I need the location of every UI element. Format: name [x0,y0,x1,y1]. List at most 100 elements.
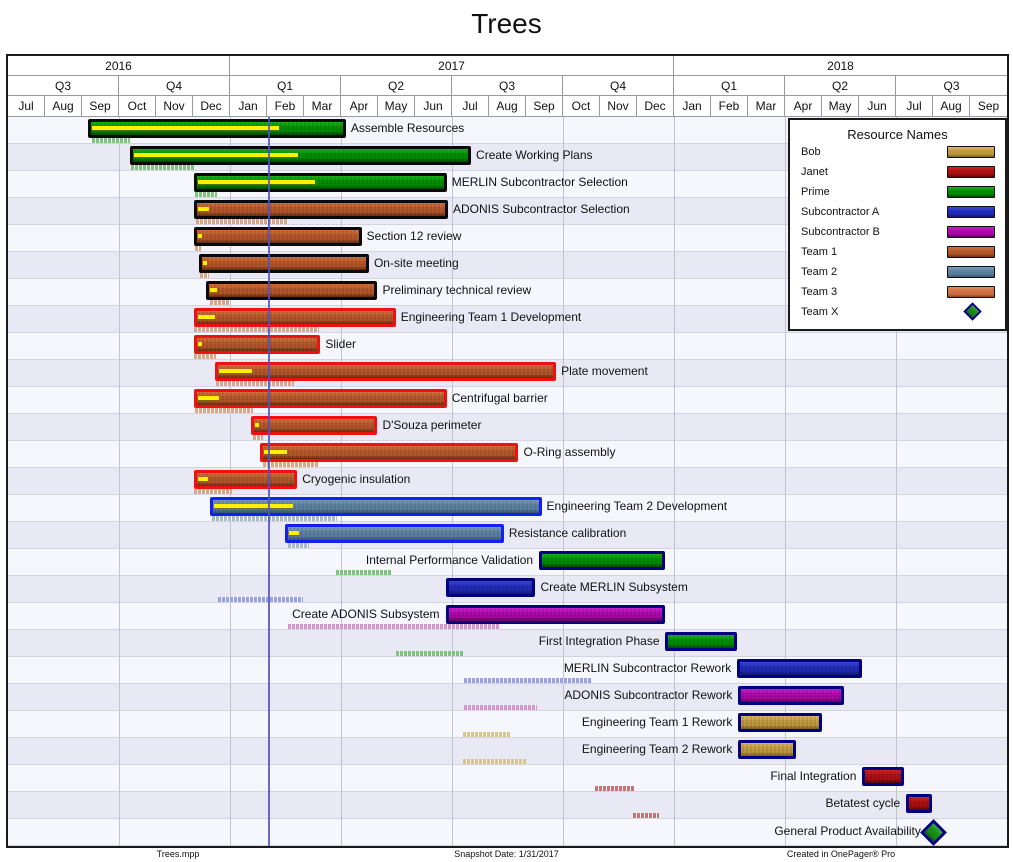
legend-item-label: Team 3 [801,286,838,298]
quarter-cell-8: Q3 [896,76,1007,96]
bar-texture [668,635,735,648]
task-bar[interactable] [209,497,542,516]
legend-item-label: Prime [801,186,830,198]
year-cell-2018: 2018 [674,56,1007,76]
task-bar[interactable] [445,578,536,597]
legend-item-label: Subcontractor A [801,206,880,218]
legend-bar-swatch [947,266,995,278]
snapshot-date-line [268,117,271,846]
quarter-cell-3: Q2 [341,76,452,96]
task-bar[interactable] [193,389,447,408]
bar-texture [741,743,793,756]
month-cell-5: Dec [193,96,230,117]
task-baseline [130,165,196,170]
task-label: Final Integration [770,769,857,783]
task-bar[interactable] [665,632,738,651]
task-label: Preliminary technical review [382,283,532,297]
bar-texture [262,446,516,459]
timescale-months: Jul Aug Sep Oct Nov Dec Jan Feb Mar Apr May Jun Jul A… [8,96,1007,117]
legend-item-team3: Team 3 [790,282,1005,302]
row-stripe-13 [8,468,1007,495]
progress-bar [210,288,217,292]
task-bar[interactable] [198,254,369,273]
task-baseline [462,732,512,737]
task-bar[interactable] [193,200,448,219]
bar-texture [132,149,469,162]
task-baseline [193,354,216,359]
month-cell-22: May [822,96,859,117]
task-label: ADONIS Subcontractor Rework [564,688,733,702]
month-cell-23: Jun [859,96,896,117]
month-cell-14: Sep [526,96,563,117]
legend-items: Bob Janet Prime Subcontractor A Subcontracto… [790,142,1005,322]
progress-bar [202,261,207,265]
month-cell-11: Jun [415,96,452,117]
month-cell-1: Aug [45,96,82,117]
task-label: Create MERLIN Subsystem [540,580,688,594]
row-stripe-19 [8,630,1007,657]
task-bar[interactable] [193,173,447,192]
task-bar[interactable] [88,119,346,138]
task-bar[interactable] [193,470,298,489]
task-bar[interactable] [738,686,845,705]
task-bar[interactable] [862,767,904,786]
legend-item-label: Team 2 [801,266,838,278]
bar-texture [196,311,393,324]
task-bar[interactable] [214,362,557,381]
legend-bar-swatch [947,166,995,178]
task-bar[interactable] [129,146,472,165]
task-bar[interactable] [738,713,823,732]
task-bar[interactable] [259,443,519,462]
task-bar[interactable] [906,794,932,813]
month-cell-10: May [378,96,415,117]
task-bar[interactable] [193,227,362,246]
task-baseline [195,192,218,197]
row-stripe-15 [8,522,1007,549]
progress-bar [133,153,299,157]
task-bar[interactable] [193,308,396,327]
task-label: Betatest cycle [825,796,901,810]
task-bar[interactable] [539,551,666,570]
task-label: General Product Availability [774,824,921,838]
progress-bar [197,477,209,481]
row-stripe-11 [8,414,1007,441]
month-cell-2: Sep [82,96,119,117]
task-label: Create Working Plans [476,148,593,162]
bar-texture [196,230,359,243]
bar-texture [448,581,533,594]
legend-box: Resource Names Bob Janet Prime Subcontracto… [788,118,1007,331]
task-baseline [632,813,660,818]
legend-item-janet: Janet [790,162,1005,182]
task-bar[interactable] [251,416,378,435]
quarter-gridline-3 [341,117,342,846]
task-baseline [336,570,391,575]
month-cell-26: Sep [970,96,1007,117]
legend-item-team2: Team 2 [790,262,1005,282]
bar-texture [741,689,842,702]
month-cell-25: Aug [933,96,970,117]
legend-item-label: Subcontractor B [801,226,880,238]
task-bar[interactable] [737,659,863,678]
task-baseline [196,219,288,224]
quarter-cell-5: Q4 [563,76,674,96]
progress-bar [197,315,216,319]
legend-bar-swatch [947,226,995,238]
legend-item-teamx: Team X [790,302,1005,322]
task-bar[interactable] [206,281,378,300]
task-bar[interactable] [285,524,504,543]
task-baseline [263,462,320,467]
year-cell-2017: 2017 [230,56,674,76]
legend-title: Resource Names [847,127,948,142]
task-bar[interactable] [445,605,666,624]
task-bar[interactable] [193,335,321,354]
task-bar[interactable] [738,740,796,759]
task-label: Engineering Team 1 Rework [581,715,733,729]
month-cell-6: Jan [230,96,267,117]
task-label: Plate movement [561,364,648,378]
footer-filename: Trees.mpp [156,849,200,859]
bar-texture [196,176,444,189]
legend-item-label: Team 1 [801,246,838,258]
progress-bar [197,342,203,346]
quarter-cell-6: Q1 [674,76,785,96]
